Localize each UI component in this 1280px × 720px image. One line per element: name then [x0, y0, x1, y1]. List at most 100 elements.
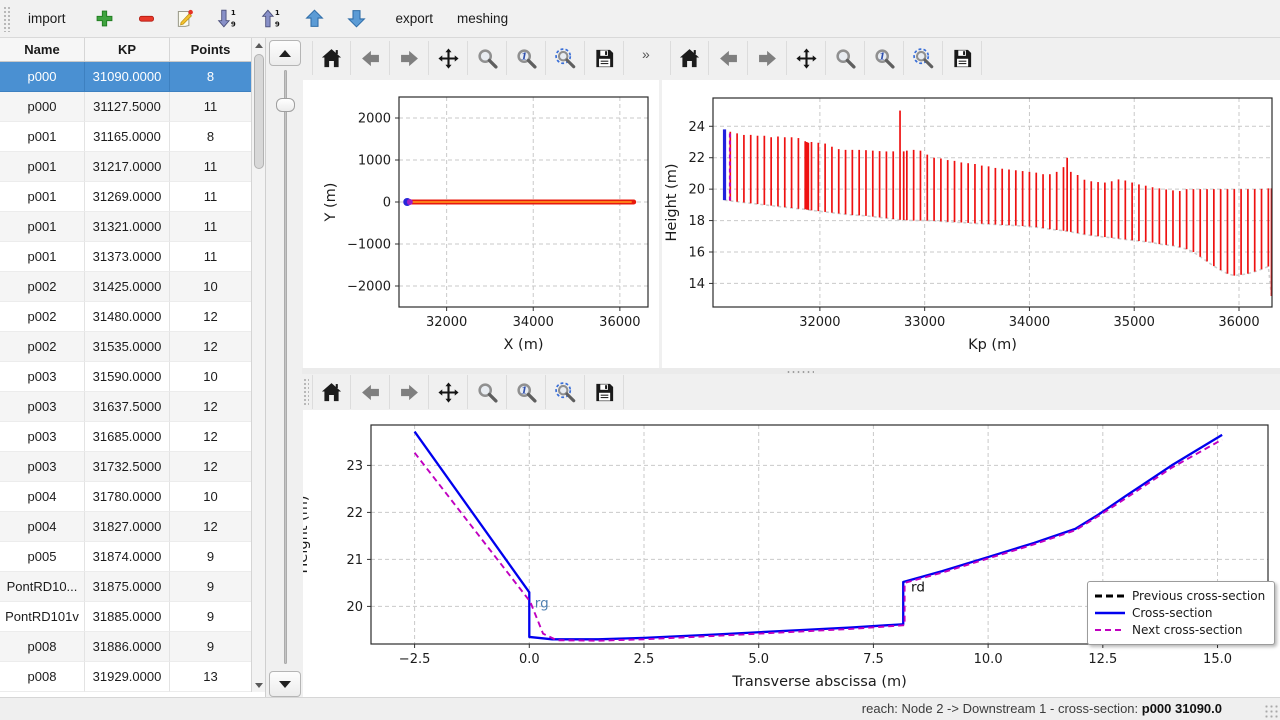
legend-entry: Next cross-section [1095, 621, 1265, 638]
table-row[interactable]: p00531874.00009 [0, 542, 252, 572]
table-scrollbar[interactable] [251, 38, 265, 692]
table-row[interactable]: p00231535.000012 [0, 332, 252, 362]
arrow-up-icon [304, 8, 325, 29]
table-row[interactable]: p00831886.00009 [0, 632, 252, 662]
cell-name: p008 [0, 632, 85, 662]
resize-grip[interactable] [1264, 704, 1278, 718]
home-button[interactable] [670, 41, 709, 75]
profile-plot-canvas[interactable]: 3200033000340003500036000141618202224Kp … [662, 80, 1280, 368]
save-button[interactable] [943, 41, 982, 75]
edit-cross-section-button[interactable] [170, 4, 200, 34]
table-row[interactable]: p00331732.500012 [0, 452, 252, 482]
previous-cross-section-button[interactable] [269, 40, 301, 66]
sort-ascending-button[interactable]: 1 9 [256, 4, 286, 34]
table-row[interactable]: p00031090.00008 [0, 62, 252, 92]
save-button[interactable] [585, 41, 624, 75]
scroll-up-button[interactable] [252, 38, 265, 52]
forward-button[interactable] [390, 375, 429, 409]
move-up-button[interactable] [300, 4, 330, 34]
pan-button[interactable] [429, 41, 468, 75]
table-row[interactable]: PontRD101v31885.00009 [0, 602, 252, 632]
cell-points: 10 [170, 272, 252, 302]
cross-section-plot-canvas[interactable]: −2.50.02.55.07.510.012.515.020212223rgrd… [303, 410, 1280, 697]
zoom-one-button[interactable]: 1 [507, 41, 546, 75]
remove-cross-section-button[interactable] [132, 4, 162, 34]
zoom-button[interactable] [826, 41, 865, 75]
pan-icon [795, 47, 818, 70]
table-row[interactable]: p00031127.500011 [0, 92, 252, 122]
svg-text:2000: 2000 [358, 112, 391, 127]
zoom-rect-button[interactable] [904, 41, 943, 75]
table-row[interactable]: p00131321.000011 [0, 212, 252, 242]
zoom-button[interactable] [468, 375, 507, 409]
toolbar-drag-handle[interactable] [3, 6, 10, 32]
toolbar-overflow-chevron[interactable]: » [642, 46, 650, 62]
meshing-button[interactable]: meshing [449, 5, 516, 32]
home-icon [320, 47, 343, 70]
table-row[interactable]: PontRD10...31875.00009 [0, 572, 252, 602]
xy-plot-canvas[interactable]: 320003400036000−2000−1000010002000X (m)Y… [303, 80, 659, 368]
table-row[interactable]: p00331590.000010 [0, 362, 252, 392]
move-down-button[interactable] [342, 4, 372, 34]
table-row[interactable]: p00331637.500012 [0, 392, 252, 422]
bottom-toolbar-drag-handle[interactable] [303, 378, 309, 406]
home-button[interactable] [312, 375, 351, 409]
table-row[interactable]: p00131269.000011 [0, 182, 252, 212]
cross-section-slider[interactable] [268, 68, 302, 668]
forward-button[interactable] [748, 41, 787, 75]
column-header-name[interactable]: Name [0, 38, 85, 61]
cell-name: p004 [0, 512, 85, 542]
forward-button[interactable] [390, 41, 429, 75]
cell-kp: 31480.0000 [85, 302, 170, 332]
column-header-kp[interactable]: KP [85, 38, 170, 61]
back-button[interactable] [351, 41, 390, 75]
sort-descending-button[interactable]: 1 9 [212, 4, 242, 34]
add-cross-section-button[interactable] [90, 4, 120, 34]
export-button[interactable]: export [388, 5, 442, 32]
column-header-points[interactable]: Points [170, 38, 252, 61]
cell-name: PontRD10... [0, 572, 85, 602]
import-button[interactable]: import [20, 5, 74, 32]
cell-points: 12 [170, 332, 252, 362]
pan-button[interactable] [429, 375, 468, 409]
back-button[interactable] [351, 375, 390, 409]
table-row[interactable]: p00131373.000011 [0, 242, 252, 272]
cell-kp: 31165.0000 [85, 122, 170, 152]
table-row[interactable]: p00831929.000013 [0, 662, 252, 692]
table-row[interactable]: p00131165.00008 [0, 122, 252, 152]
zoom-button[interactable] [468, 41, 507, 75]
table-row[interactable]: p00231480.000012 [0, 302, 252, 332]
cell-name: p004 [0, 482, 85, 512]
save-button[interactable] [585, 375, 624, 409]
cell-kp: 31090.0000 [85, 62, 170, 92]
save-icon [593, 47, 616, 70]
home-button[interactable] [312, 41, 351, 75]
save-icon [951, 47, 974, 70]
home-icon [678, 47, 701, 70]
back-icon [359, 381, 382, 404]
svg-text:34000: 34000 [513, 315, 554, 330]
table-header: Name KP Points [0, 38, 265, 62]
zoom-one-button[interactable]: 1 [507, 375, 546, 409]
pan-button[interactable] [787, 41, 826, 75]
table-row[interactable]: p00431827.000012 [0, 512, 252, 542]
back-button[interactable] [709, 41, 748, 75]
zoom-rect-button[interactable] [546, 41, 585, 75]
svg-text:rd: rd [911, 579, 925, 595]
zoom-one-button[interactable]: 1 [865, 41, 904, 75]
svg-text:1: 1 [521, 51, 527, 62]
table-row[interactable]: p00231425.000010 [0, 272, 252, 302]
cell-kp: 31875.0000 [85, 572, 170, 602]
table-row[interactable]: p00431780.000010 [0, 482, 252, 512]
svg-text:X (m): X (m) [504, 337, 544, 353]
svg-text:22: 22 [346, 506, 363, 521]
table-row[interactable]: p00331685.000012 [0, 422, 252, 452]
horizontal-splitter[interactable] [302, 368, 1280, 374]
slider-handle[interactable] [276, 98, 295, 112]
scrollbar-thumb[interactable] [254, 54, 264, 169]
next-cross-section-button[interactable] [269, 671, 301, 697]
scroll-down-button[interactable] [252, 678, 265, 692]
zoom-rect-button[interactable] [546, 375, 585, 409]
cell-name: p000 [0, 92, 85, 122]
table-row[interactable]: p00131217.000011 [0, 152, 252, 182]
